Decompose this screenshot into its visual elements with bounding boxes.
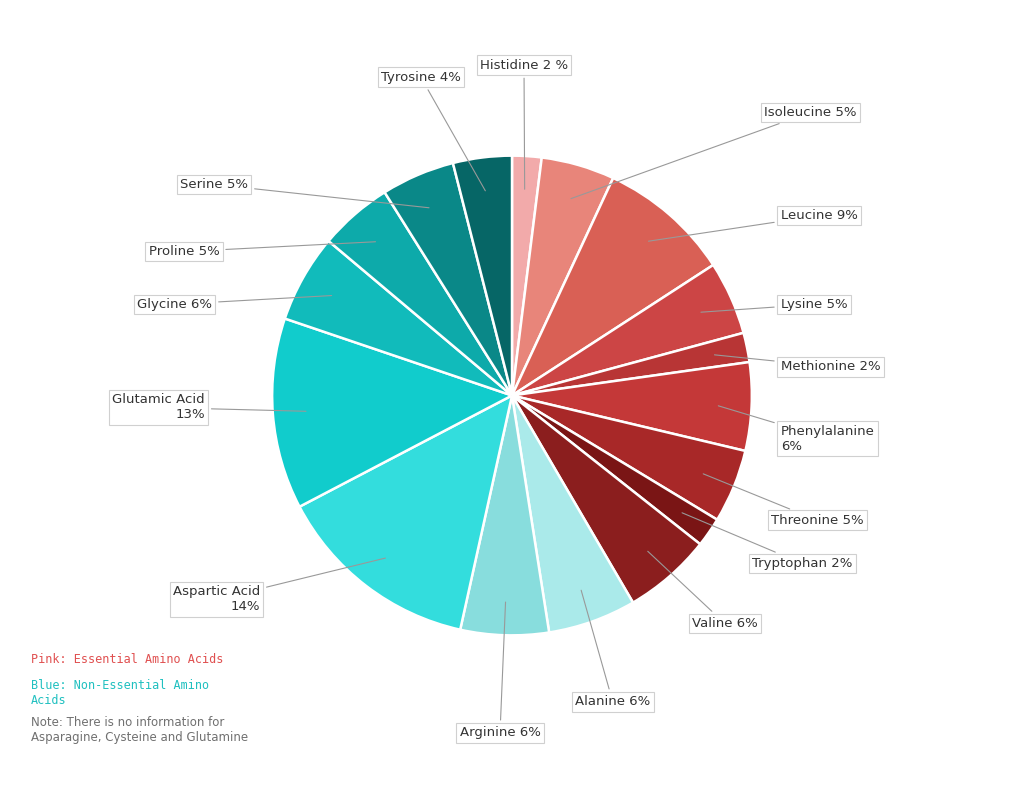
Wedge shape [512, 156, 542, 396]
Wedge shape [512, 157, 613, 396]
Wedge shape [512, 396, 745, 520]
Wedge shape [285, 241, 512, 396]
Text: Threonine 5%: Threonine 5% [703, 474, 863, 527]
Text: Arginine 6%: Arginine 6% [460, 602, 541, 740]
Wedge shape [512, 362, 752, 451]
Wedge shape [512, 396, 700, 603]
Wedge shape [272, 319, 512, 507]
Wedge shape [512, 333, 750, 396]
Wedge shape [453, 156, 512, 396]
Wedge shape [512, 396, 633, 633]
Text: Valine 6%: Valine 6% [648, 551, 758, 630]
Wedge shape [512, 396, 717, 544]
Text: Serine 5%: Serine 5% [180, 178, 429, 208]
Text: Histidine 2 %: Histidine 2 % [480, 59, 568, 189]
Text: Blue: Non-Essential Amino
Acids: Blue: Non-Essential Amino Acids [31, 679, 209, 706]
Text: Alanine 6%: Alanine 6% [575, 590, 650, 708]
Text: Tryptophan 2%: Tryptophan 2% [682, 513, 852, 570]
Text: Tyrosine 4%: Tyrosine 4% [381, 70, 485, 191]
Text: Aspartic Acid
14%: Aspartic Acid 14% [173, 558, 385, 613]
Wedge shape [385, 163, 512, 396]
Text: Proline 5%: Proline 5% [148, 242, 376, 258]
Wedge shape [512, 178, 714, 396]
Wedge shape [299, 396, 512, 630]
Text: Note: There is no information for
Asparagine, Cysteine and Glutamine: Note: There is no information for Aspara… [31, 716, 248, 744]
Text: Pink: Essential Amino Acids: Pink: Essential Amino Acids [31, 653, 223, 665]
Wedge shape [329, 192, 512, 396]
Text: Glutamic Acid
13%: Glutamic Acid 13% [113, 393, 306, 422]
Wedge shape [460, 396, 549, 635]
Wedge shape [512, 265, 743, 396]
Text: Isoleucine 5%: Isoleucine 5% [571, 106, 856, 199]
Text: Glycine 6%: Glycine 6% [137, 296, 332, 311]
Text: Phenylalanine
6%: Phenylalanine 6% [718, 406, 874, 452]
Text: Lysine 5%: Lysine 5% [701, 298, 847, 312]
Text: Leucine 9%: Leucine 9% [648, 209, 857, 241]
Text: Methionine 2%: Methionine 2% [715, 355, 881, 373]
